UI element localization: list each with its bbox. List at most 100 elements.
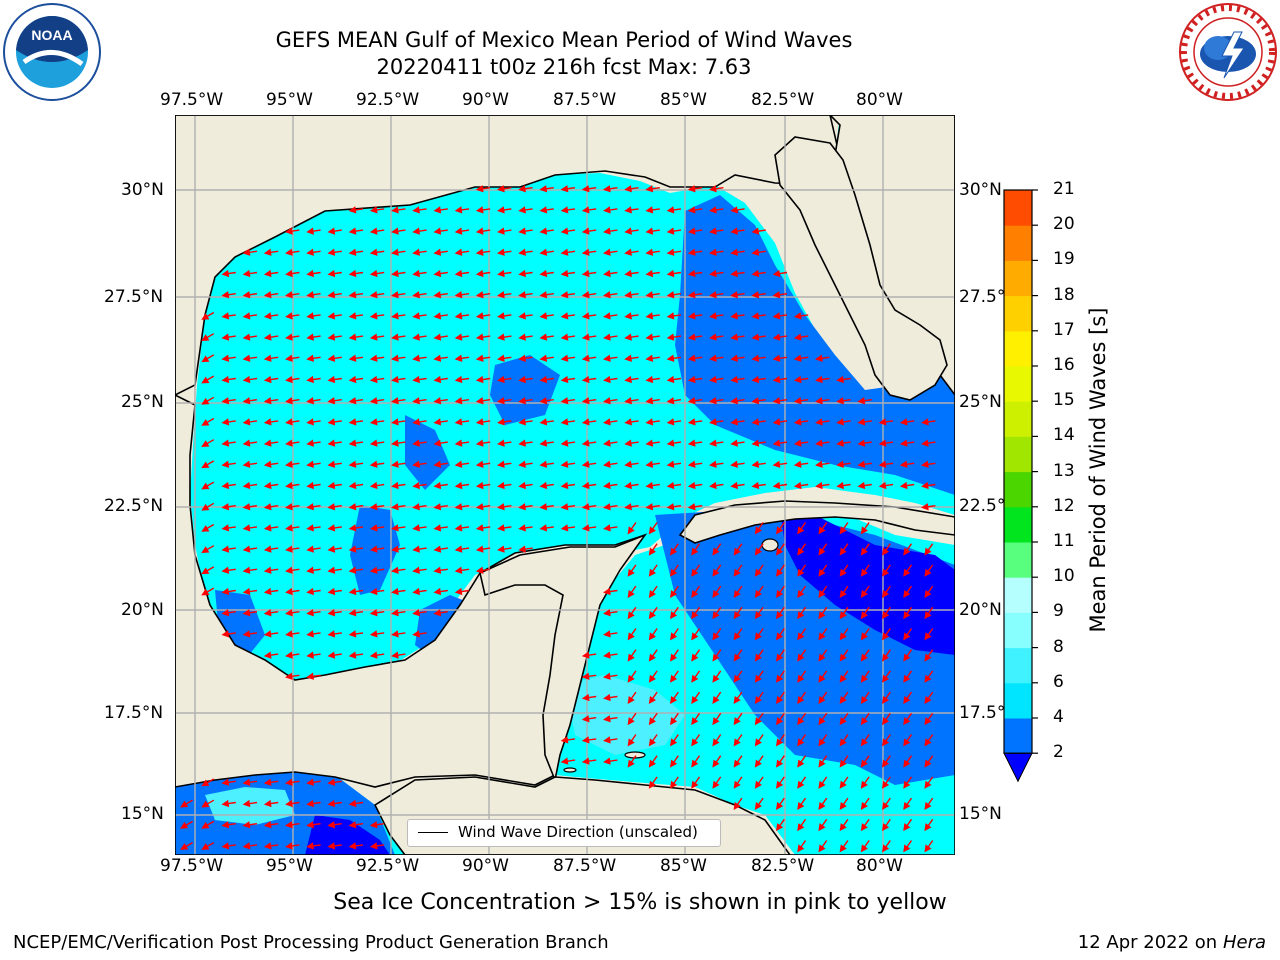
wind-wave-arrowhead [285,630,293,638]
wind-wave-arrowhead [624,248,632,256]
wind-wave-arrowhead [815,375,823,384]
wind-wave-arrowhead [624,460,632,468]
wind-wave-arrowhead [327,609,336,617]
wind-wave-arrowhead [306,630,314,638]
wind-wave-arrowhead [242,418,251,426]
wind-wave-arrowhead [754,526,762,535]
wind-wave-arrowhead [285,587,293,596]
wind-wave-arrowhead [454,481,463,490]
wind-wave-arrowhead [648,653,656,662]
wind-wave-arrowhead [560,375,569,384]
wind-wave-arrowhead [327,333,336,341]
wind-wave-arrowhead [539,460,548,468]
wind-wave-arrowhead [391,248,399,256]
wind-wave-arrowhead [327,545,336,553]
wind-wave-arrowhead [348,842,357,850]
wind-wave-arrowhead [666,227,675,235]
wind-wave-arrowhead [475,439,484,447]
colorbar-segment [1004,612,1032,649]
wind-wave-arrowhead [645,481,654,490]
wind-wave-arrowhead [797,759,805,768]
wind-wave-arrowhead [818,632,826,641]
wind-wave-arrowhead [882,547,890,556]
wind-wave-arrowhead [648,674,656,683]
wind-wave-arrowhead [797,568,805,577]
wind-wave-arrowhead [751,227,760,235]
wind-wave-arrowhead [776,738,784,747]
wind-wave-arrowhead [860,844,868,853]
wind-wave-arrowhead [733,801,741,810]
wind-wave-arrowhead [712,759,720,768]
wind-wave-arrowhead [645,397,654,405]
wind-wave-arrowhead [285,333,293,341]
wind-wave-arrowhead [560,227,569,235]
wind-wave-arrowhead [645,503,654,511]
wind-wave-arrowhead [433,312,442,320]
wind-wave-arrowhead [924,738,932,747]
wind-wave-arrowhead [776,823,784,832]
wind-wave-arrowhead [878,481,887,490]
wind-wave-arrowhead [391,312,399,320]
wind-wave-arrowhead [624,291,632,299]
wind-wave-arrowhead [263,651,272,659]
wind-wave-arrowhead [242,799,251,808]
period-under-2-regions [305,510,955,855]
wind-wave-arrowhead [306,672,314,680]
wind-wave-arrowhead [924,759,932,768]
colorbar-segment [1004,577,1032,613]
wind-wave-arrowhead [899,439,908,447]
wind-wave-arrowhead [581,672,590,680]
wind-wave-arrowhead [839,717,847,726]
wind-wave-arrowhead [581,248,590,256]
wind-wave-arrowhead [903,568,911,577]
wind-wave-arrowhead [306,609,314,617]
wind-wave-arrowhead [857,418,866,426]
wind-wave-arrowhead [839,526,847,535]
colorbar [1003,189,1038,783]
wind-wave-arrowhead [391,460,399,468]
wind-wave-arrowhead [263,248,272,256]
wind-wave-arrowhead [666,418,675,426]
wind-wave-arrowhead [391,269,399,278]
wind-wave-arrowhead [627,695,635,704]
wind-wave-arrowhead [454,269,463,278]
wind-wave-arrowhead [818,568,826,577]
wind-wave-arrowhead [730,397,738,405]
wind-wave-arrowhead [327,375,336,384]
wind-wave-arrowhead [518,206,526,214]
wind-wave-arrowhead [670,589,678,598]
wind-wave-arrowhead [924,632,932,641]
wind-wave-arrowhead [797,674,805,683]
wind-wave-arrowhead [518,524,526,532]
wind-wave-arrowhead [560,439,569,447]
noaa-logo-icon: NOAA [3,3,101,101]
wind-wave-arrowhead [648,759,656,768]
wind-wave-arrowhead [433,566,442,574]
wind-wave-arrowhead [882,717,890,726]
wind-wave-arrowhead [624,354,632,362]
wind-wave-arrowhead [882,695,890,704]
wind-wave-arrowhead [624,481,632,490]
wind-wave-arrowhead [201,461,210,469]
wind-wave-arrowhead [369,375,378,384]
wind-wave-arrowhead [306,312,314,320]
wind-wave-arrowhead [666,439,675,447]
wind-wave-arrowhead [878,439,887,447]
wind-wave-arrowhead [412,587,420,596]
wind-wave-arrowhead [839,844,847,853]
wind-wave-arrowhead [180,843,189,850]
wind-wave-arrowhead [497,312,505,320]
colorbar-segment [1004,225,1032,261]
wind-wave-arrowhead [518,375,526,384]
lat-left-label: 25°N [121,392,164,412]
colorbar-segment [1004,190,1032,226]
wind-wave-arrowhead [348,375,357,384]
legend-line-icon [418,832,448,833]
wind-wave-arrowhead [306,439,314,447]
wind-wave-arrowhead [624,375,632,384]
wind-wave-arrowhead [860,780,868,789]
wind-wave-arrowhead [709,481,717,490]
wind-wave-arrowhead [839,589,847,598]
wind-wave-arrowhead [648,589,656,598]
wind-wave-arrowhead [730,354,738,362]
